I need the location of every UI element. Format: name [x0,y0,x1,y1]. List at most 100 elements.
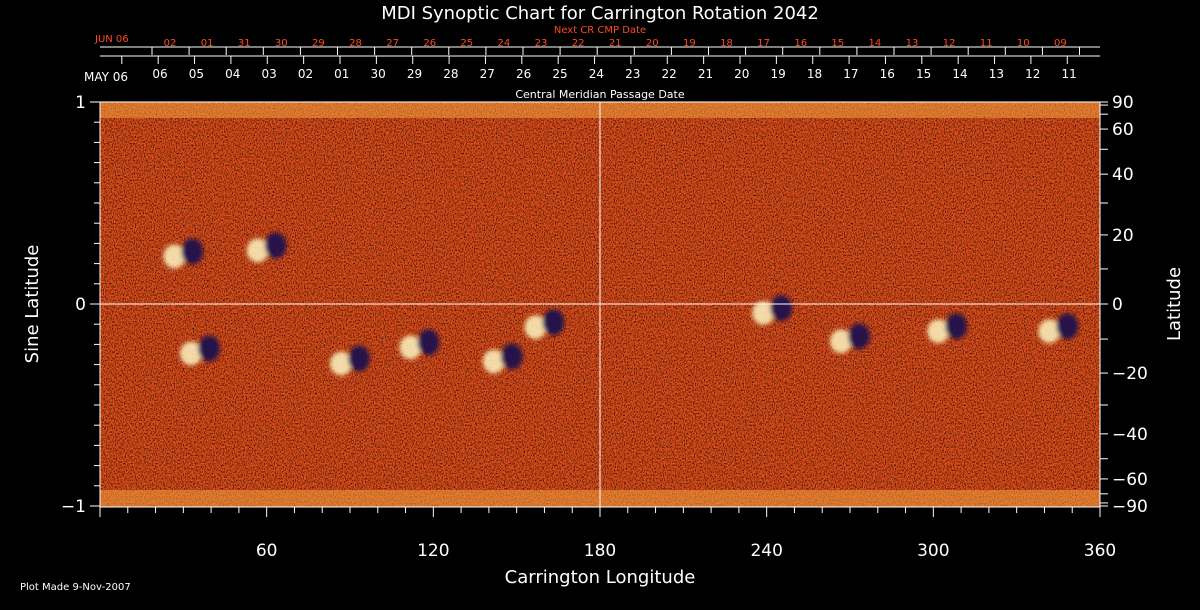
latitude-tick-label: 90 [1112,93,1134,113]
positive-polarity-patch [1038,319,1061,344]
latitude-tick-label: 40 [1112,165,1134,185]
negative-polarity-patch [348,345,370,372]
next-cmp-date-label: 13 [906,38,919,49]
positive-polarity-patch [330,351,352,376]
cmp-date-label: 14 [952,67,967,81]
next-cmp-date-label: 29 [312,38,325,49]
cmp-date-label: 27 [480,67,495,81]
next-cmp-date-label: 27 [386,38,399,49]
y-axis-left: 1 0 −1 [61,93,100,517]
cmp-date-label: 03 [261,67,276,81]
negative-polarity-patch [542,309,565,336]
negative-polarity-patch [181,238,204,265]
next-cmp-date-label: 09 [1054,38,1067,49]
y-tick-label: 0 [75,295,86,315]
cmp-date-label: 15 [916,67,931,81]
next-cmp-date-label: 17 [757,38,770,49]
cmp-month-label: MAY 06 [84,70,128,84]
next-cmp-date-label: 25 [460,38,473,49]
cmp-date-label: 02 [298,67,313,81]
next-cmp-date-label: 28 [349,38,362,49]
cmp-date-label: 22 [661,67,676,81]
next-cmp-date-label: 01 [201,38,214,49]
negative-polarity-patch [198,335,220,362]
next-cmp-date-label: 02 [164,38,177,49]
next-cmp-date-label: 30 [275,38,288,49]
latitude-tick-label: 0 [1112,295,1123,315]
negative-polarity-patch [417,329,440,356]
x-axis-label: Carrington Longitude [505,567,696,588]
latitude-tick-label: −40 [1112,425,1148,445]
positive-polarity-patch [927,319,950,344]
negative-polarity-patch [500,343,523,370]
cmp-axis-label: Central Meridian Passage Date [515,88,684,101]
cmp-date-label: 11 [1061,67,1076,81]
x-tick-label: 60 [256,541,278,561]
next-cmp-date-label: 20 [646,38,659,49]
latitude-tick-label: −20 [1112,364,1148,384]
next-cmp-date-label: 15 [831,38,844,49]
cmp-date-label: 05 [189,67,204,81]
x-tick-label: 240 [750,541,782,561]
x-axis: 60 120 180 240 300 360 [99,507,1116,561]
positive-polarity-patch [752,301,775,326]
chart-title: MDI Synoptic Chart for Carrington Rotati… [381,3,819,24]
next-cmp-date-label: 24 [498,38,511,49]
next-cmp-axis-label: Next CR CMP Date [554,25,646,36]
latitude-tick-label: −90 [1112,497,1148,517]
positive-polarity-patch [399,335,422,360]
cmp-date-label: 17 [843,67,858,81]
x-tick-label: 120 [417,541,449,561]
x-tick-label: 300 [917,541,949,561]
positive-polarity-patch [524,315,547,340]
next-cmp-date-label: 26 [423,38,436,49]
y-tick-label: 1 [75,93,86,113]
cmp-date-label: 28 [443,67,458,81]
next-cmp-date-label: 31 [238,38,251,49]
cmp-date-label: 21 [698,67,713,81]
negative-polarity-patch [1056,313,1079,340]
negative-polarity-patch [848,323,870,350]
next-cmp-month-label: JUN 06 [94,34,129,45]
next-cmp-date-label: 11 [980,38,993,49]
cmp-date-label: 16 [880,67,895,81]
plot-made-note: Plot Made 9-Nov-2007 [20,582,131,593]
positive-polarity-patch [482,349,505,374]
cmp-date-label: 04 [225,67,240,81]
next-cmp-date-label: 21 [609,38,622,49]
next-cmp-date-label: 19 [683,38,696,49]
negative-polarity-patch [264,232,287,259]
positive-polarity-patch [246,238,269,263]
cmp-axis: 06 05 04 03 02 01 30 29 28 27 26 25 24 23 22 21 20 19 18 17… [121,56,1077,81]
next-cmp-date-label: 23 [535,38,548,49]
next-cmp-date-label: 16 [794,38,807,49]
cmp-date-label: 30 [371,67,386,81]
latitude-tick-label: 20 [1112,226,1134,246]
x-tick-label: 360 [1084,541,1116,561]
cmp-date-label: 12 [1025,67,1040,81]
cmp-date-label: 19 [771,67,786,81]
cmp-date-label: 26 [516,67,531,81]
negative-polarity-patch [770,295,793,322]
y-tick-label: −1 [61,497,86,517]
cmp-date-label: 23 [625,67,640,81]
cmp-date-label: 29 [407,67,422,81]
cmp-date-label: 18 [807,67,822,81]
positive-polarity-patch [180,341,202,366]
next-cmp-date-label: 14 [869,38,882,49]
next-cmp-date-label: 10 [1017,38,1030,49]
y-axis-right-label: Latitude [1164,267,1185,341]
next-cmp-date-label: 22 [572,38,585,49]
cmp-date-label: 01 [334,67,349,81]
magnetogram-map [100,102,1100,507]
next-cmp-date-label: 12 [943,38,956,49]
next-cmp-axis: 02 01 31 30 29 28 27 26 25 24 23 22 21 20 19 18 17 16 15 14… [100,38,1100,55]
cmp-date-label: 20 [734,67,749,81]
positive-polarity-patch [163,244,186,269]
y-axis-right: 90 60 40 20 0 −20 −40 −60 −90 [1100,93,1148,517]
positive-polarity-patch [830,329,852,354]
active-regions [163,232,1079,376]
x-tick-label: 180 [584,541,616,561]
cmp-date-label: 06 [152,67,167,81]
